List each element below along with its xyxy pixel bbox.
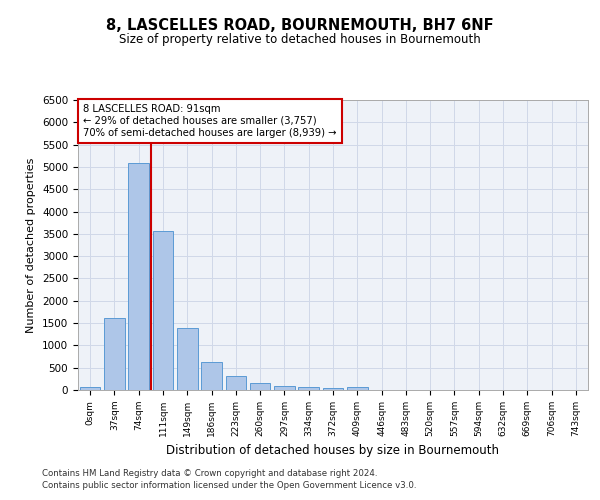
Bar bbox=[298, 388, 319, 390]
Bar bbox=[226, 376, 246, 390]
Bar bbox=[347, 386, 368, 390]
Bar bbox=[274, 386, 295, 390]
Text: Contains public sector information licensed under the Open Government Licence v3: Contains public sector information licen… bbox=[42, 481, 416, 490]
Y-axis label: Number of detached properties: Number of detached properties bbox=[26, 158, 37, 332]
X-axis label: Distribution of detached houses by size in Bournemouth: Distribution of detached houses by size … bbox=[167, 444, 499, 458]
Bar bbox=[104, 318, 125, 390]
Bar bbox=[80, 387, 100, 390]
Bar bbox=[128, 164, 149, 390]
Bar bbox=[201, 362, 222, 390]
Text: 8 LASCELLES ROAD: 91sqm
← 29% of detached houses are smaller (3,757)
70% of semi: 8 LASCELLES ROAD: 91sqm ← 29% of detache… bbox=[83, 104, 337, 138]
Bar bbox=[323, 388, 343, 390]
Bar bbox=[177, 328, 197, 390]
Text: 8, LASCELLES ROAD, BOURNEMOUTH, BH7 6NF: 8, LASCELLES ROAD, BOURNEMOUTH, BH7 6NF bbox=[106, 18, 494, 32]
Bar bbox=[250, 384, 271, 390]
Text: Contains HM Land Registry data © Crown copyright and database right 2024.: Contains HM Land Registry data © Crown c… bbox=[42, 468, 377, 477]
Bar bbox=[152, 231, 173, 390]
Text: Size of property relative to detached houses in Bournemouth: Size of property relative to detached ho… bbox=[119, 32, 481, 46]
